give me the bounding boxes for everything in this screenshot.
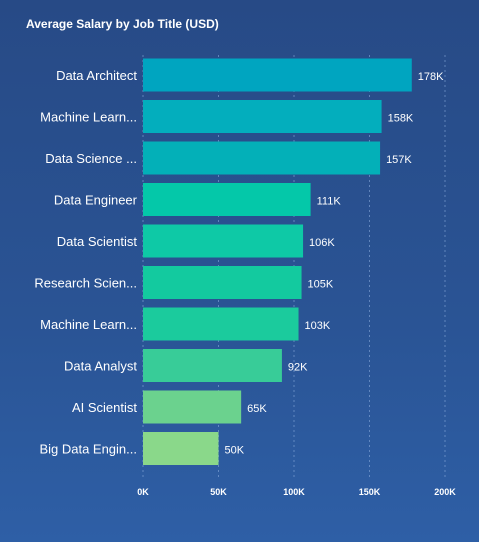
data-label: 105K — [308, 279, 334, 291]
x-tick-label: 50K — [210, 487, 227, 497]
data-label: 65K — [247, 403, 267, 415]
bar[interactable] — [143, 224, 304, 258]
category-label: Machine Learn... — [40, 110, 137, 125]
data-label: 103K — [305, 320, 331, 332]
category-label: Data Science ... — [45, 151, 137, 166]
category-label: Machine Learn... — [40, 317, 137, 332]
x-tick-label: 100K — [283, 487, 305, 497]
data-label: 50K — [225, 445, 245, 457]
category-label: Data Engineer — [54, 193, 138, 208]
x-tick-label: 0K — [137, 487, 149, 497]
bar[interactable] — [143, 307, 299, 341]
data-label: 178K — [418, 71, 444, 83]
x-tick-label: 200K — [434, 487, 456, 497]
bar[interactable] — [143, 58, 412, 92]
category-label: Research Scien... — [34, 276, 137, 291]
bar[interactable] — [143, 100, 382, 133]
bar[interactable] — [143, 349, 282, 382]
data-label: 157K — [386, 154, 412, 166]
data-label: 158K — [388, 113, 414, 125]
data-label: 92K — [288, 362, 308, 374]
data-label: 106K — [309, 237, 335, 249]
chart-title: Average Salary by Job Title (USD) — [26, 17, 219, 31]
category-label: Data Architect — [56, 68, 137, 83]
bar[interactable] — [143, 141, 381, 175]
category-label: Data Analyst — [64, 359, 137, 374]
bar[interactable] — [143, 390, 242, 424]
bar[interactable] — [143, 266, 302, 299]
category-label: Data Scientist — [57, 234, 138, 249]
category-label: Big Data Engin... — [39, 442, 137, 457]
category-label: AI Scientist — [72, 400, 137, 415]
x-tick-label: 150K — [359, 487, 381, 497]
data-label: 111K — [317, 196, 342, 208]
bar[interactable] — [143, 183, 311, 216]
bar[interactable] — [143, 432, 219, 465]
